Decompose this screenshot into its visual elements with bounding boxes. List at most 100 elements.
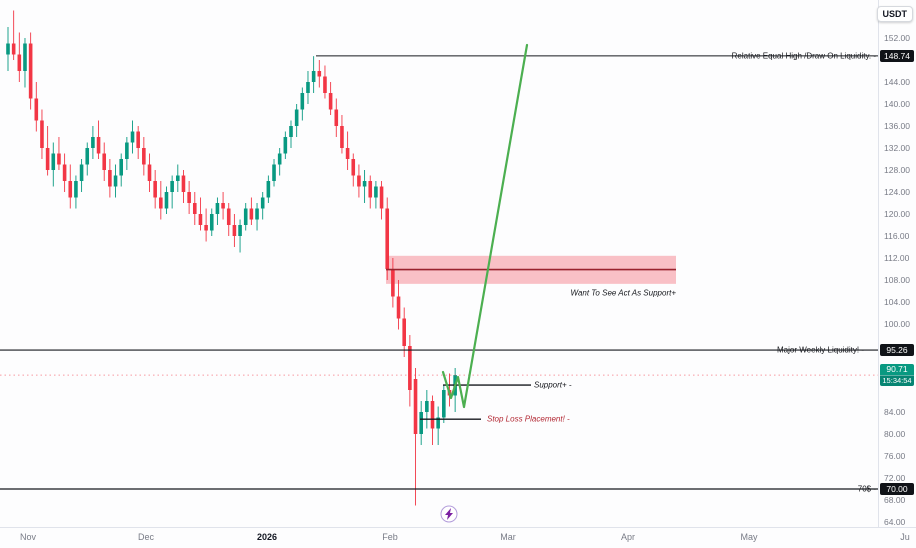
candle-body <box>289 126 293 137</box>
candle-body <box>436 417 440 429</box>
candle-body <box>164 192 169 209</box>
candle-body <box>62 164 67 181</box>
candle-body <box>51 153 56 170</box>
candle-body <box>283 137 288 154</box>
annotation-equal-high-label[interactable]: Relative Equal High /Draw On Liquidity. … <box>731 51 876 61</box>
candle-body <box>379 186 384 209</box>
candle-body <box>153 181 157 198</box>
candle-body <box>323 76 327 93</box>
candle-body <box>249 208 254 220</box>
candle-body <box>221 203 225 209</box>
annotation-stop-loss-label[interactable]: Stop Loss Placement! - <box>487 414 570 424</box>
candle-body <box>91 137 95 148</box>
candle-body <box>300 93 305 110</box>
candle-body <box>238 225 242 236</box>
candle-body <box>277 153 282 165</box>
price-tick: 112.00 <box>884 252 910 263</box>
candle-body <box>11 43 16 55</box>
candle-body <box>334 109 339 126</box>
candle-body <box>232 225 237 236</box>
price-tick: 100.00 <box>884 318 910 329</box>
candle-body <box>408 346 412 390</box>
candle-body <box>181 175 186 192</box>
candle-body <box>147 164 152 181</box>
candle-body <box>74 181 78 198</box>
time-tick: Mar <box>500 532 516 542</box>
price-label-seventy: 70.00 <box>880 483 914 495</box>
candle-body <box>34 98 39 121</box>
annotation-support-label[interactable]: Support+ - <box>534 380 572 390</box>
price-axis[interactable]: 152.00 144.00 140.00 136.00 132.00 128.00 124.… <box>878 0 916 528</box>
candle-body <box>159 197 163 209</box>
price-label-equal-high: 148.74 <box>880 49 914 62</box>
price-tick: 144.00 <box>884 76 910 87</box>
candle-body <box>362 181 367 187</box>
candle-body <box>345 148 350 159</box>
current-price-value: 90.71 <box>880 364 914 376</box>
candle-body <box>204 225 208 231</box>
candle-body <box>209 214 214 231</box>
candle-body <box>368 181 373 198</box>
price-tick: 68.00 <box>884 494 906 505</box>
price-tick: 140.00 <box>884 98 910 109</box>
time-tick: Feb <box>382 532 398 542</box>
candle-body <box>45 148 50 170</box>
annotation-weekly-liquidity-label[interactable]: Major Weekly Liquidity! - <box>777 345 864 355</box>
time-tick: Dec <box>137 532 155 542</box>
candle-body <box>198 214 203 225</box>
price-tick: 104.00 <box>884 296 910 307</box>
candle-body <box>79 164 84 181</box>
time-axis[interactable]: Nov Dec 2026 Feb Mar Apr May Ju <box>0 527 916 548</box>
candle-body <box>430 401 435 429</box>
lightning-icon <box>445 508 453 520</box>
annotation-zone-note-label[interactable]: Want To See Act As Support+ <box>570 288 676 298</box>
candle-body <box>243 208 248 225</box>
candle-body <box>176 175 180 181</box>
candle-body <box>317 71 322 77</box>
price-tick: 64.00 <box>884 516 906 527</box>
candle-body <box>96 137 101 154</box>
candle-body <box>266 181 271 198</box>
price-tick: 124.00 <box>884 186 910 197</box>
candle-body <box>272 164 276 181</box>
candle-body <box>125 142 129 159</box>
candle-body <box>142 148 146 165</box>
candle-body <box>17 54 22 71</box>
candle-body <box>85 148 90 165</box>
candle-body <box>425 401 429 412</box>
candle-body <box>385 208 390 269</box>
candle-body <box>391 269 395 297</box>
candle-body <box>340 126 344 148</box>
time-tick: May <box>740 532 758 542</box>
projection-arrow[interactable] <box>441 43 529 409</box>
candle-body <box>357 175 361 187</box>
candle-body <box>215 203 220 214</box>
candle-body <box>226 208 231 225</box>
candle-body <box>351 159 356 176</box>
candle-body <box>294 109 299 126</box>
candle-body <box>23 43 27 71</box>
time-tick: Nov <box>19 532 37 542</box>
price-tick: 84.00 <box>884 406 906 417</box>
price-tick: 152.00 <box>884 32 910 43</box>
candle-body <box>40 120 44 148</box>
annotation-seventy-label[interactable]: 70$ - <box>857 484 876 494</box>
candle-body <box>119 159 123 176</box>
candle-body <box>108 170 112 187</box>
price-tick: 136.00 <box>884 120 910 131</box>
price-tick: 132.00 <box>884 142 910 153</box>
candle-body <box>28 43 33 99</box>
candle-body <box>136 131 140 148</box>
price-tick: 80.00 <box>884 428 906 439</box>
candle-body <box>187 192 191 203</box>
symbol-badge[interactable]: USDT <box>876 6 913 22</box>
candle-body <box>170 181 174 192</box>
price-tick: 72.00 <box>884 472 906 483</box>
candle-body <box>419 412 423 434</box>
time-tick: Apr <box>620 532 636 542</box>
time-tick: Ju <box>900 532 910 542</box>
price-tick: 108.00 <box>884 274 910 285</box>
price-tick: 120.00 <box>884 208 910 219</box>
